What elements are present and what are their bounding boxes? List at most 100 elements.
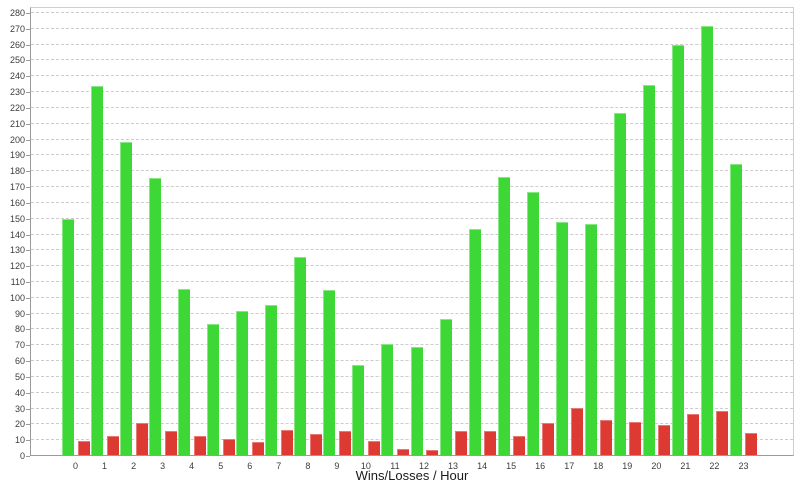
x-tick-label: 14 xyxy=(477,461,488,471)
bar-wins-hour-14 xyxy=(468,229,481,455)
x-tick-label: 16 xyxy=(535,461,546,471)
gridline xyxy=(31,138,793,140)
bar-losses-hour-19 xyxy=(629,422,642,455)
y-tick-label: 140 xyxy=(9,229,25,240)
x-tick-label: 13 xyxy=(448,461,459,471)
gridline xyxy=(31,217,793,219)
bar-wins-hour-5 xyxy=(207,324,220,455)
gridline xyxy=(31,27,793,29)
gridline xyxy=(31,75,793,77)
x-tick-label: 18 xyxy=(593,461,604,471)
bar-losses-hour-15 xyxy=(513,436,526,455)
y-tick-label: 200 xyxy=(9,134,25,145)
bar-wins-hour-0 xyxy=(62,219,74,455)
bar-wins-hour-20 xyxy=(642,85,655,455)
y-tick-mark xyxy=(26,107,30,109)
gridline xyxy=(31,170,793,172)
y-tick-label: 240 xyxy=(9,71,25,82)
bar-wins-hour-21 xyxy=(671,45,684,455)
y-tick-mark xyxy=(26,202,30,204)
x-tick-label: 9 xyxy=(334,461,340,471)
gridline xyxy=(31,201,793,203)
y-tick-label: 170 xyxy=(9,182,25,193)
bar-losses-hour-23 xyxy=(745,433,758,455)
bar-losses-hour-2 xyxy=(135,423,148,455)
x-tick-label: 3 xyxy=(160,461,166,471)
y-tick-mark xyxy=(26,392,30,394)
y-tick-label: 70 xyxy=(14,340,25,351)
bar-losses-hour-5 xyxy=(222,439,235,455)
y-tick-mark xyxy=(26,408,30,410)
bar-losses-hour-9 xyxy=(338,431,351,455)
plot-area xyxy=(30,7,794,456)
gridline xyxy=(31,154,793,156)
y-tick-label: 270 xyxy=(9,23,25,34)
y-tick-mark xyxy=(26,60,30,62)
x-tick-label: 15 xyxy=(506,461,517,471)
bar-wins-hour-6 xyxy=(236,311,249,455)
y-tick-mark xyxy=(26,155,30,157)
x-tick-label: 4 xyxy=(189,461,195,471)
y-tick-mark xyxy=(26,345,30,347)
bar-losses-hour-16 xyxy=(542,423,555,455)
y-tick-mark xyxy=(26,92,30,94)
bar-wins-hour-18 xyxy=(584,224,597,455)
x-tick-label: 22 xyxy=(709,461,720,471)
bar-wins-hour-2 xyxy=(120,142,133,455)
x-tick-label: 2 xyxy=(131,461,137,471)
y-tick-label: 60 xyxy=(14,356,25,367)
y-tick-label: 110 xyxy=(10,276,25,287)
y-tick-mark xyxy=(26,424,30,426)
x-tick-label: 7 xyxy=(276,461,282,471)
y-tick-label: 50 xyxy=(14,371,25,382)
x-tick-label: 11 xyxy=(390,461,400,471)
bar-losses-hour-20 xyxy=(658,425,671,455)
y-tick-mark xyxy=(26,376,30,378)
y-tick-label: 20 xyxy=(14,419,25,430)
bar-wins-hour-1 xyxy=(91,86,104,455)
gridline xyxy=(31,91,793,93)
gridline xyxy=(31,312,793,314)
bar-losses-hour-14 xyxy=(484,431,497,455)
y-tick-label: 150 xyxy=(9,213,25,224)
bar-wins-hour-23 xyxy=(729,164,742,455)
y-tick-mark xyxy=(26,123,30,125)
bar-wins-hour-3 xyxy=(149,178,162,455)
x-axis-title: Wins/Losses / Hour xyxy=(355,468,469,483)
bar-wins-hour-9 xyxy=(323,290,336,455)
y-tick-label: 100 xyxy=(9,292,25,303)
bar-losses-hour-13 xyxy=(455,431,468,455)
gridline xyxy=(31,344,793,346)
x-tick-label: 1 xyxy=(102,461,108,471)
y-tick-label: 80 xyxy=(14,324,25,335)
bar-losses-hour-21 xyxy=(687,414,700,455)
x-tick-label: 8 xyxy=(305,461,311,471)
bar-wins-hour-4 xyxy=(178,289,191,455)
gridline xyxy=(31,328,793,330)
x-tick-label: 19 xyxy=(622,461,633,471)
y-tick-label: 160 xyxy=(9,197,25,208)
gridline xyxy=(31,106,793,108)
y-tick-mark xyxy=(26,171,30,173)
x-tick-label: 12 xyxy=(419,461,430,471)
y-tick-label: 0 xyxy=(19,451,25,461)
bar-wins-hour-8 xyxy=(294,257,307,455)
y-tick-mark xyxy=(26,218,30,220)
bar-losses-hour-1 xyxy=(106,436,119,455)
bar-wins-hour-22 xyxy=(700,26,713,455)
y-tick-label: 280 xyxy=(9,8,25,18)
y-tick-mark xyxy=(26,13,30,14)
y-tick-label: 30 xyxy=(14,403,25,414)
y-tick-mark xyxy=(26,187,30,189)
y-tick-mark xyxy=(26,297,30,299)
y-tick-label: 10 xyxy=(14,435,25,446)
gridline xyxy=(31,265,793,267)
bar-losses-hour-11 xyxy=(396,449,409,455)
bar-losses-hour-12 xyxy=(426,450,439,455)
y-tick-label: 120 xyxy=(9,261,25,272)
x-tick-label: 17 xyxy=(564,461,575,471)
gridline xyxy=(31,43,793,45)
bar-losses-hour-0 xyxy=(77,441,90,455)
bar-wins-hour-13 xyxy=(439,319,452,455)
y-tick-label: 250 xyxy=(9,55,25,66)
